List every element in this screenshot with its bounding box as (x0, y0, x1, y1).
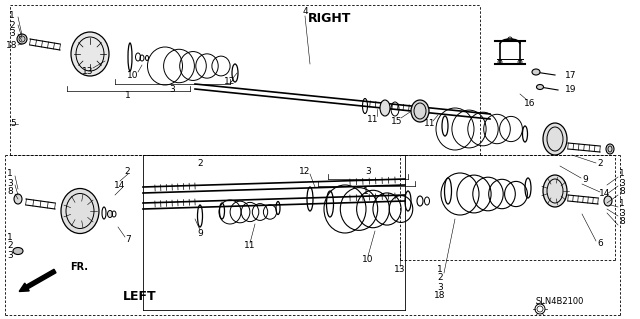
Text: 1: 1 (619, 199, 625, 209)
FancyArrow shape (19, 269, 56, 292)
Text: 3: 3 (9, 29, 15, 39)
Text: RIGHT: RIGHT (308, 12, 352, 26)
Text: 3: 3 (7, 179, 13, 188)
Text: 18: 18 (435, 292, 445, 300)
Text: 16: 16 (524, 99, 536, 108)
Text: 18: 18 (6, 41, 18, 49)
Text: 3: 3 (437, 283, 443, 292)
Text: 6: 6 (597, 240, 603, 249)
Text: 1: 1 (619, 169, 625, 179)
Text: 2: 2 (9, 20, 15, 29)
Text: 8: 8 (619, 188, 625, 197)
Circle shape (17, 34, 27, 44)
Ellipse shape (14, 194, 22, 204)
Text: 4: 4 (302, 8, 308, 17)
Text: 3: 3 (7, 250, 13, 259)
Ellipse shape (543, 175, 567, 207)
Text: 8: 8 (7, 188, 13, 197)
Text: 3: 3 (619, 179, 625, 188)
Text: 12: 12 (300, 167, 310, 175)
Text: 1: 1 (363, 187, 369, 196)
Text: 2: 2 (124, 167, 130, 175)
Text: 12: 12 (224, 77, 236, 85)
Text: 13: 13 (83, 66, 93, 76)
Text: 10: 10 (127, 71, 139, 80)
Text: 14: 14 (115, 181, 125, 189)
Ellipse shape (536, 85, 543, 90)
Text: 3: 3 (619, 209, 625, 218)
Text: 17: 17 (565, 70, 577, 79)
Ellipse shape (411, 100, 429, 122)
Text: 2: 2 (197, 160, 203, 168)
Ellipse shape (606, 144, 614, 154)
Text: 2: 2 (597, 160, 603, 168)
Ellipse shape (71, 32, 109, 76)
Text: 5: 5 (10, 120, 16, 129)
Text: 8: 8 (619, 218, 625, 226)
Ellipse shape (108, 211, 113, 218)
Text: 9: 9 (582, 174, 588, 183)
Text: 15: 15 (391, 116, 403, 125)
Text: 10: 10 (362, 255, 374, 263)
Ellipse shape (13, 248, 23, 255)
Text: SLN4B2100: SLN4B2100 (536, 296, 584, 306)
Ellipse shape (532, 69, 540, 75)
Text: 11: 11 (244, 241, 256, 250)
Ellipse shape (543, 123, 567, 155)
Text: 2: 2 (7, 241, 13, 250)
Text: 2: 2 (437, 273, 443, 283)
Text: 1: 1 (7, 169, 13, 179)
Text: 1: 1 (125, 92, 131, 100)
Text: 1: 1 (437, 264, 443, 273)
Text: 19: 19 (565, 85, 577, 94)
Text: 9: 9 (197, 228, 203, 238)
Text: 3: 3 (169, 85, 175, 93)
Text: 3: 3 (365, 167, 371, 175)
Text: 1: 1 (7, 233, 13, 241)
Text: 7: 7 (125, 234, 131, 243)
Text: 13: 13 (394, 264, 406, 273)
Text: 1: 1 (9, 11, 15, 20)
Text: FR.: FR. (70, 262, 88, 272)
Text: 11: 11 (367, 115, 379, 123)
Ellipse shape (604, 196, 612, 206)
Text: LEFT: LEFT (123, 291, 157, 303)
Text: 11: 11 (424, 120, 436, 129)
Ellipse shape (380, 100, 390, 116)
Ellipse shape (61, 189, 99, 234)
Text: 14: 14 (599, 189, 611, 197)
